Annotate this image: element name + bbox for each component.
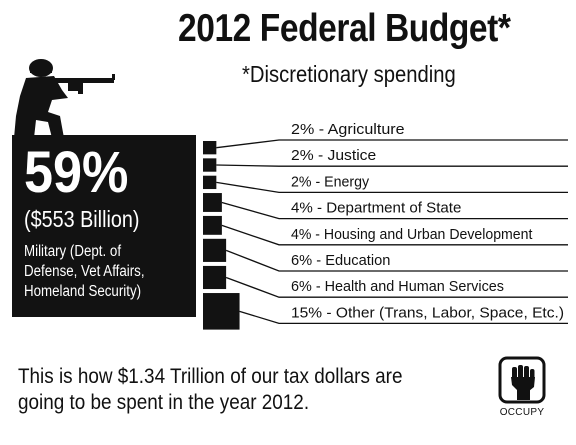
category-label: 4% - Housing and Urban Development — [291, 226, 533, 243]
footer-text: This is how $1.34 Trillion of our tax do… — [18, 364, 432, 416]
category-label: 6% - Health and Human Services — [291, 278, 504, 295]
category-label: 4% - Department of State — [291, 200, 461, 217]
category-square — [203, 265, 227, 290]
connector-line — [216, 181, 568, 194]
category-square — [203, 193, 222, 212]
military-desc-line1: Military (Dept. of — [24, 243, 122, 260]
military-desc-line3: Homeland Security) — [24, 283, 142, 300]
category-label: 6% - Education — [291, 252, 390, 269]
connector-line — [216, 139, 568, 149]
military-percent: 59% — [24, 140, 129, 205]
category-label: 2% - Energy — [291, 173, 370, 190]
connector-line — [216, 164, 568, 167]
category-label: 15% - Other (Trans, Labor, Space, Etc.) — [291, 304, 564, 321]
raised-fist-icon — [498, 356, 546, 404]
category-square — [203, 175, 217, 190]
footer-line1: This is how $1.34 Trillion of our tax do… — [18, 365, 403, 388]
connector-line — [221, 224, 568, 246]
chart-subtitle: *Discretionary spending — [242, 61, 456, 87]
category-square — [203, 141, 217, 155]
military-desc-line2: Defense, Vet Affairs, — [24, 263, 145, 280]
category-square — [203, 293, 240, 330]
category-square — [203, 238, 227, 262]
category-square — [203, 158, 217, 172]
military-amount: ($553 Billion) — [24, 206, 140, 232]
occupy-label: OCCUPY — [499, 407, 545, 418]
soldier-silhouette-icon — [14, 59, 115, 138]
connector-line — [225, 249, 568, 272]
category-label: 2% - Agriculture — [291, 121, 405, 138]
connector-line — [225, 276, 568, 298]
military-description: Military (Dept. of Defense, Vet Affairs,… — [24, 242, 175, 302]
connector-line — [221, 201, 568, 220]
category-square — [203, 215, 222, 235]
chart-title: 2012 Federal Budget* — [178, 7, 511, 50]
connector-line — [239, 310, 568, 325]
footer-line2: going to be spent in the year 2012. — [18, 391, 310, 414]
category-label: 2% - Justice — [291, 147, 376, 164]
military-block: 59% ($553 Billion) Military (Dept. of De… — [12, 135, 196, 317]
